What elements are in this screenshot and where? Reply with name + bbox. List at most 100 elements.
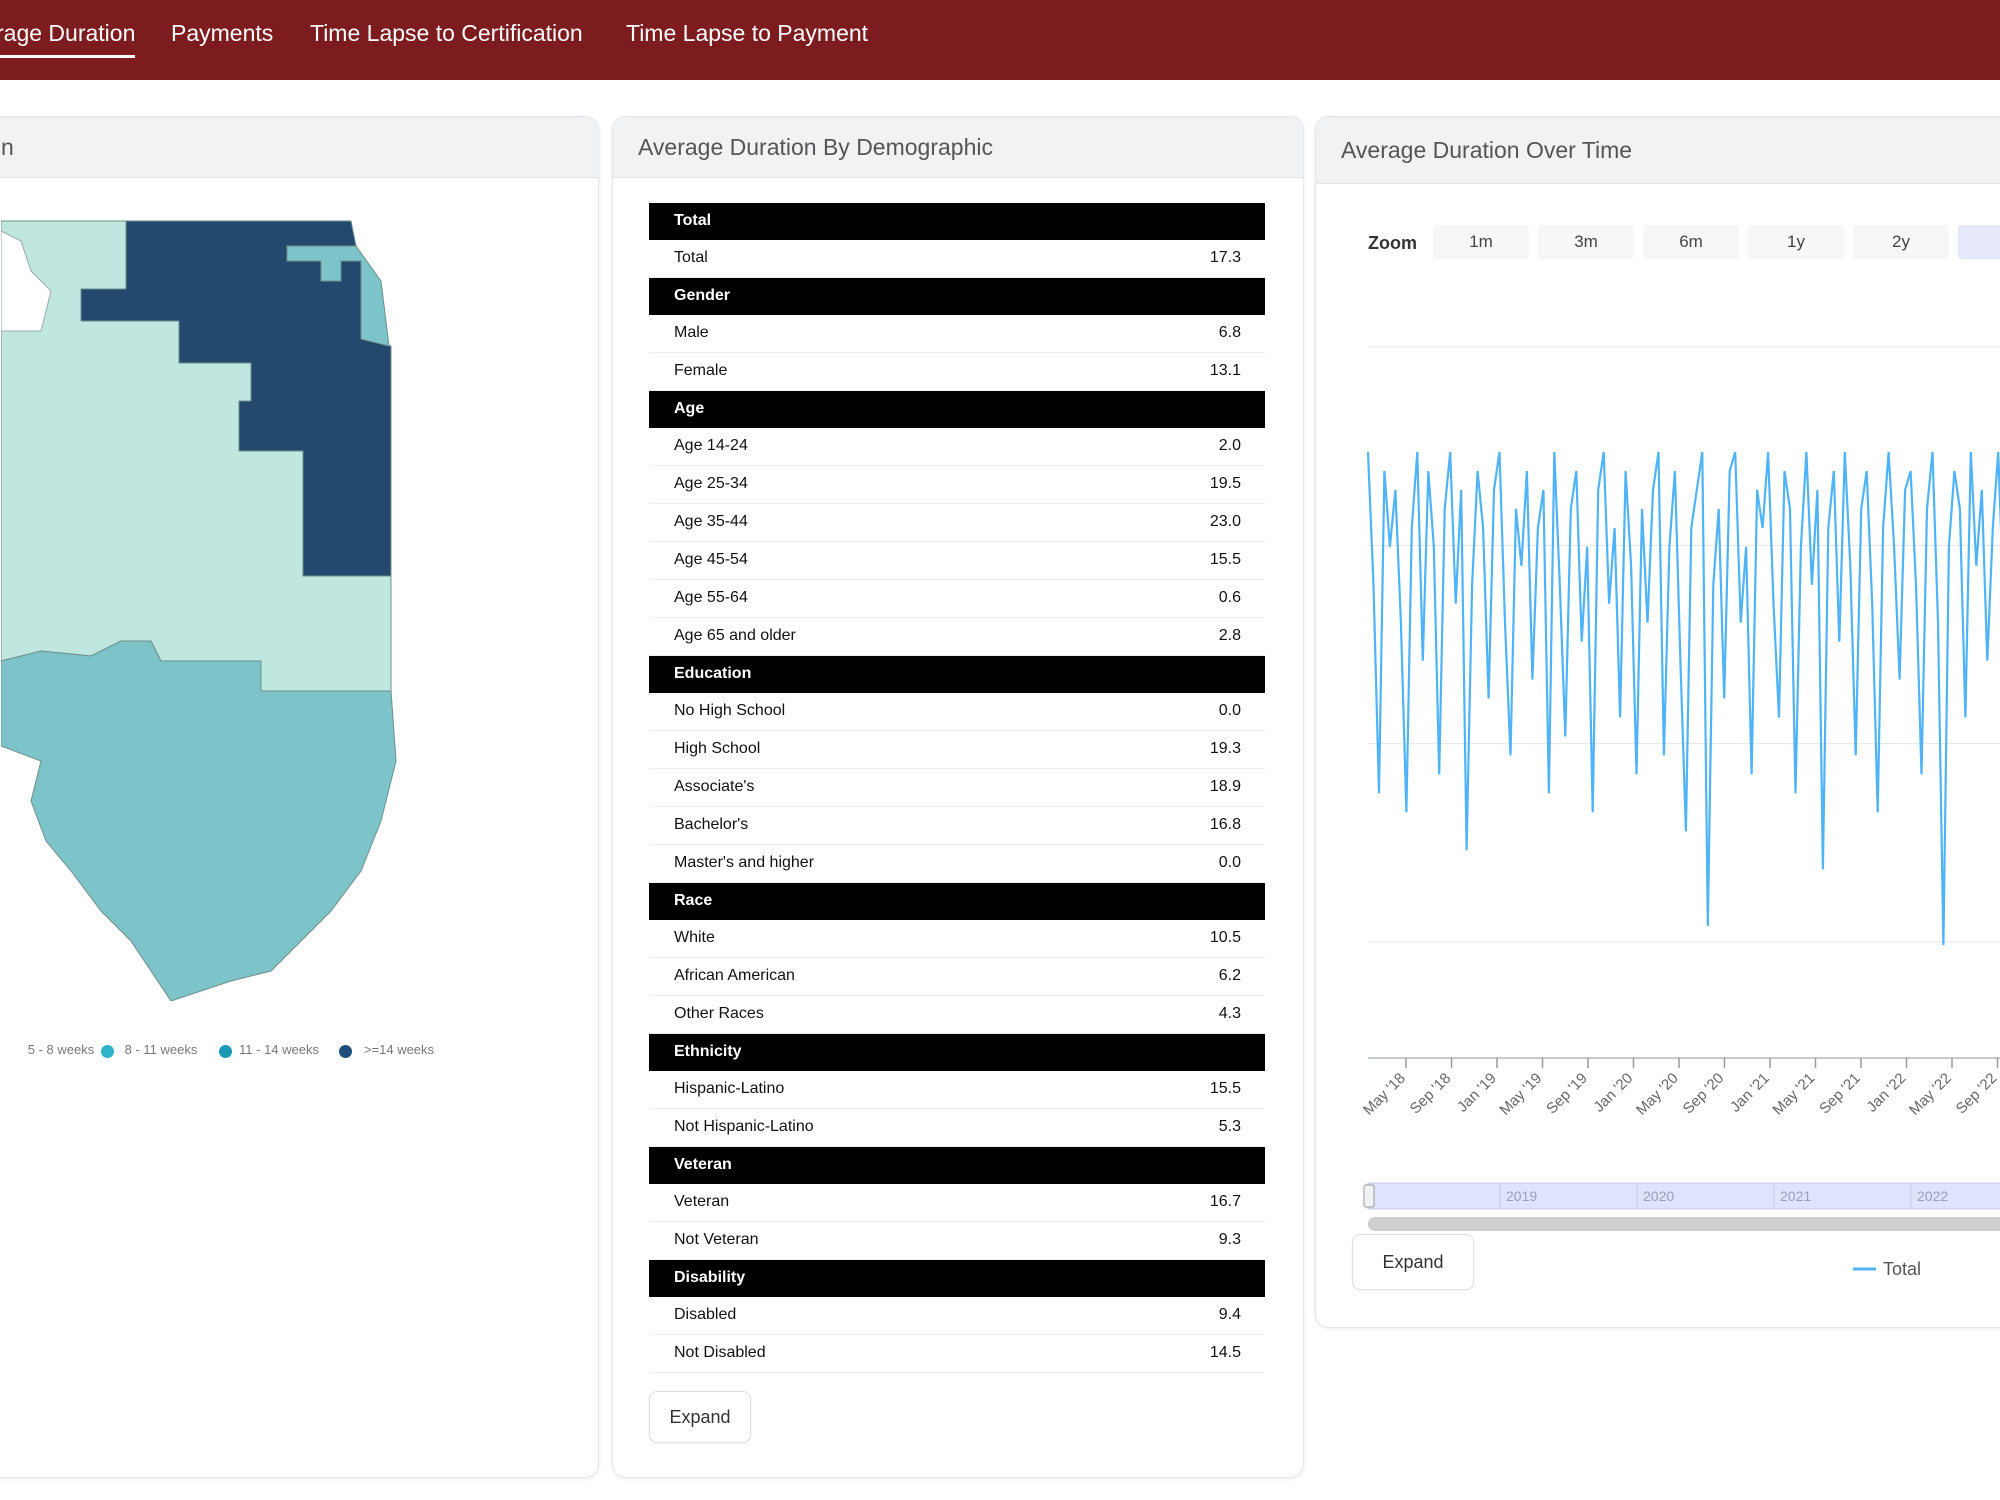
row-value: 2.8	[1218, 627, 1241, 644]
illinois-map	[1, 220, 397, 1001]
zoom-button-3m[interactable]: 3m	[1538, 225, 1634, 259]
row-label: Male	[674, 324, 709, 341]
row-label: Not Disabled	[674, 1344, 766, 1361]
x-tick-label: Sep '22	[1953, 1070, 2000, 1118]
table-row: Not Disabled 14.5	[649, 1335, 1265, 1373]
row-value: 13.1	[1209, 362, 1241, 379]
row-label: Age 55-64	[674, 589, 748, 606]
zoom-button-A[interactable]: A	[1958, 225, 2000, 259]
demographic-table: Total Total 17.3 Gender Male 6.8 Female 13.1 Age…	[649, 203, 1265, 1373]
row-value: 9.4	[1218, 1306, 1241, 1323]
map-card-title: n	[1, 134, 14, 160]
row-label: Not Hispanic-Latino	[674, 1118, 814, 1135]
expand-button[interactable]: Expand	[1352, 1234, 1474, 1290]
navigator-scrollbar[interactable]	[1368, 1217, 2000, 1231]
legend-dot	[339, 1045, 352, 1058]
row-label: Other Races	[674, 1005, 764, 1022]
table-row: Age 55-64 0.6	[649, 580, 1265, 618]
row-label: Total	[674, 249, 708, 266]
row-value: 0.0	[1218, 702, 1241, 719]
table-row: No High School 0.0	[649, 693, 1265, 731]
x-tick-label: Sep '21	[1816, 1070, 1864, 1118]
table-row: Disabled 9.4	[649, 1297, 1265, 1335]
table-section-header: Total	[649, 203, 1265, 240]
tab-time-lapse-certification[interactable]: Time Lapse to Certification	[310, 20, 583, 46]
row-label: Total	[674, 212, 712, 229]
row-label: High School	[674, 740, 761, 757]
table-section-header: Age	[649, 391, 1265, 428]
legend-dot	[219, 1045, 232, 1058]
time-card-header: Average Duration Over Time	[1316, 117, 2000, 184]
row-label: Age 25-34	[674, 475, 748, 492]
table-row: High School 19.3	[649, 731, 1265, 769]
map-card-header: n	[0, 117, 598, 178]
map-region-south[interactable]	[1, 640, 397, 1001]
table-row: Not Veteran 9.3	[649, 1222, 1265, 1260]
row-label: African American	[674, 967, 795, 984]
row-label: Disabled	[674, 1306, 737, 1323]
zoom-button-1y[interactable]: 1y	[1748, 225, 1844, 259]
row-label: Age 14-24	[674, 437, 748, 454]
row-value: 19.5	[1209, 475, 1241, 492]
row-value: 0.0	[1218, 854, 1241, 871]
table-row: Other Races 4.3	[649, 996, 1265, 1034]
top-nav: rage Duration Payments Time Lapse to Cer…	[0, 0, 2000, 80]
row-label: Master's and higher	[674, 854, 815, 871]
row-value: 6.8	[1218, 324, 1241, 341]
navigator-label: 2020	[1643, 1188, 1674, 1204]
time-card-title: Average Duration Over Time	[1341, 137, 1633, 163]
row-label: Veteran	[674, 1156, 732, 1173]
navigator-label: 2019	[1506, 1188, 1537, 1204]
zoom-button-1m[interactable]: 1m	[1433, 225, 1529, 259]
row-label: Gender	[674, 287, 731, 304]
row-label: Education	[674, 665, 752, 682]
legend-label[interactable]: Total	[1883, 1259, 1921, 1279]
row-value: 4.3	[1218, 1005, 1241, 1022]
x-tick-label: May '21	[1769, 1070, 1818, 1119]
table-row: Not Hispanic-Latino 5.3	[649, 1109, 1265, 1147]
row-label: Age 35-44	[674, 513, 748, 530]
tab-average-duration[interactable]: rage Duration	[0, 20, 136, 58]
row-label: Age 65 and older	[674, 627, 796, 644]
table-row: Age 45-54 15.5	[649, 542, 1265, 580]
navigator-window[interactable]	[1367, 1182, 2000, 1210]
table-section-header: Gender	[649, 278, 1265, 315]
row-value: 19.3	[1209, 740, 1241, 757]
row-label: White	[674, 929, 715, 946]
map-card: n 5 - 8 weeks 8 - 11 weeks 11 - 14 weeks…	[0, 116, 599, 1478]
table-row: Age 35-44 23.0	[649, 504, 1265, 542]
x-tick-label: May '18	[1360, 1070, 1409, 1119]
x-tick-label: May '19	[1496, 1070, 1545, 1119]
zoom-button-6m[interactable]: 6m	[1643, 225, 1739, 259]
table-row: Total 17.3	[649, 240, 1265, 278]
map-region-cook[interactable]	[286, 245, 390, 347]
x-tick-label: Jan '19	[1454, 1070, 1500, 1116]
table-row: Hispanic-Latino 15.5	[649, 1071, 1265, 1109]
table-row: Male 6.8	[649, 315, 1265, 353]
table-section-header: Veteran	[649, 1147, 1265, 1184]
demographic-card-title: Average Duration By Demographic	[638, 134, 993, 160]
row-value: 10.5	[1209, 929, 1241, 946]
demographic-card-header: Average Duration By Demographic	[613, 117, 1303, 178]
table-row: Age 65 and older 2.8	[649, 618, 1265, 656]
tab-time-lapse-payment[interactable]: Time Lapse to Payment	[626, 20, 869, 46]
table-row: Associate's 18.9	[649, 769, 1265, 807]
table-row: Bachelor's 16.8	[649, 807, 1265, 845]
row-label: Race	[674, 892, 713, 909]
table-row: African American 6.2	[649, 958, 1265, 996]
table-row: Age 14-24 2.0	[649, 428, 1265, 466]
row-label: Ethnicity	[674, 1043, 742, 1060]
time-series-card: Average Duration Over Time Zoom 1m 3m 6m 1y…	[1315, 116, 2000, 1328]
row-value: 5.3	[1218, 1118, 1241, 1135]
series-line-total[interactable]	[1366, 451, 2000, 946]
row-label: Disability	[674, 1269, 746, 1286]
row-label: Veteran	[674, 1193, 730, 1210]
row-value: 16.8	[1209, 816, 1241, 833]
tab-payments[interactable]: Payments	[171, 20, 274, 46]
row-value: 0.6	[1218, 589, 1241, 606]
expand-button[interactable]: Expand	[649, 1391, 751, 1443]
zoom-button-2y[interactable]: 2y	[1853, 225, 1949, 259]
table-row: Age 25-34 19.5	[649, 466, 1265, 504]
navigator-handle[interactable]	[1363, 1184, 1375, 1208]
